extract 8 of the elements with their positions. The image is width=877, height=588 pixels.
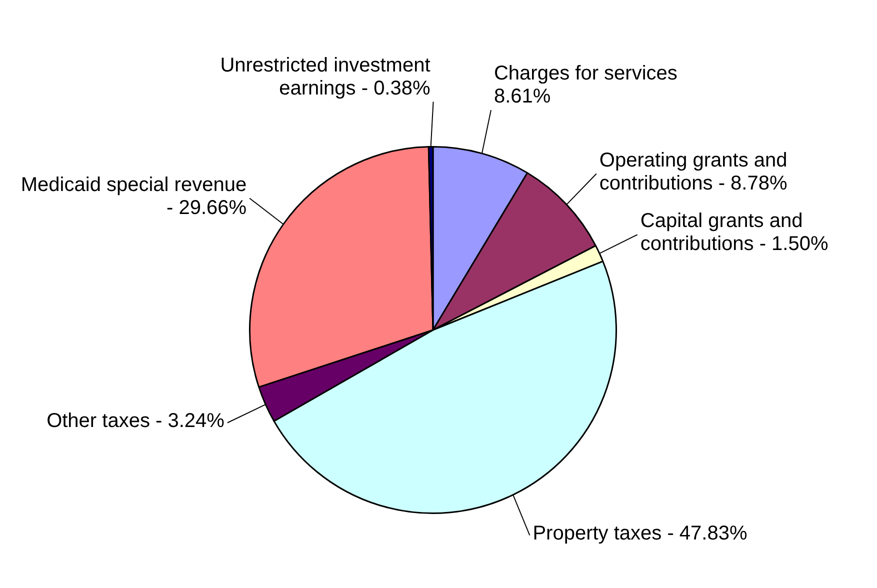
data-label: 8.61% <box>494 86 551 108</box>
slice-label: Operating grants and contributions - 8.78% <box>599 149 788 194</box>
slice-label: Other taxes - 3.24% <box>46 410 225 432</box>
slice-label: Unrestricted investment earnings - 0.38% <box>220 54 431 100</box>
slice-label: Property taxes - 47.83% <box>532 522 748 544</box>
slice-label: Medicaid special revenue - 29.66% <box>20 174 247 219</box>
slice-label: Capital grants and contributions - 1.50% <box>640 210 828 256</box>
slice-label: Charges for services <box>494 62 678 85</box>
